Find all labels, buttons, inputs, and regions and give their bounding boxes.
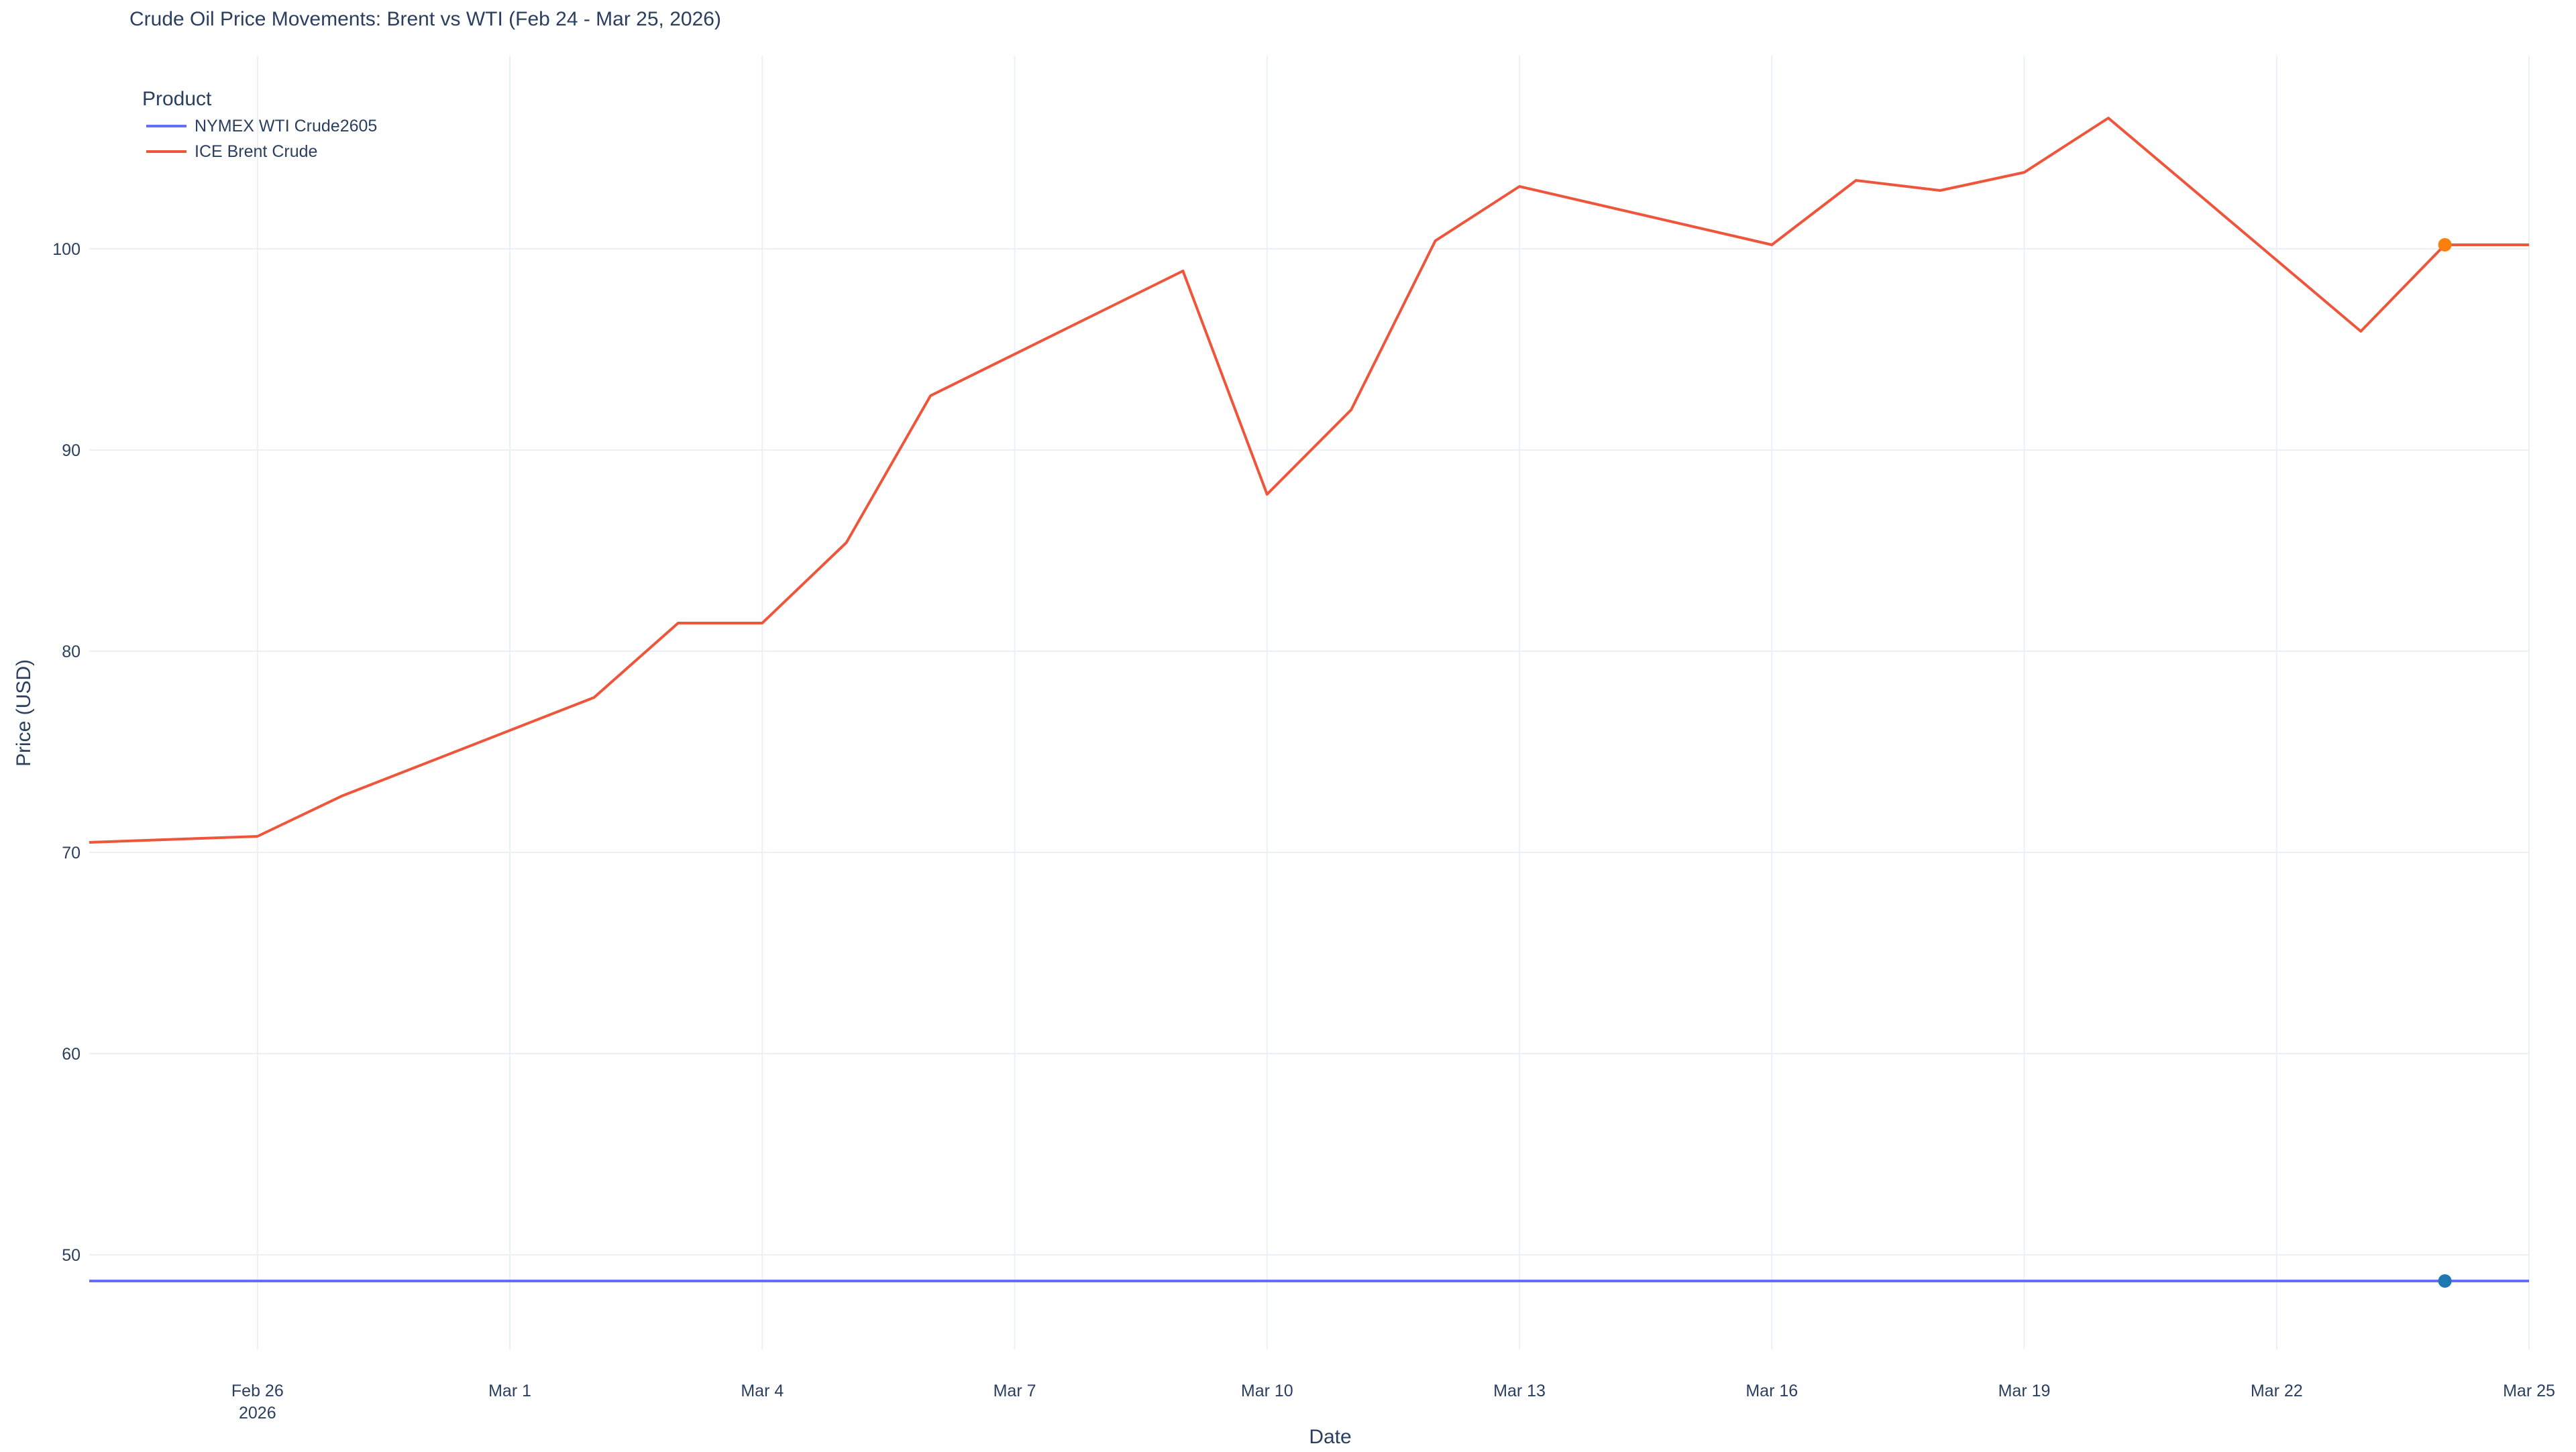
series-markers	[2438, 238, 2452, 1288]
series-marker-1	[2438, 238, 2452, 252]
x-tick-label: Mar 10	[1241, 1382, 1293, 1400]
series-marker-0	[2438, 1274, 2452, 1288]
x-tick-label: Mar 25	[2503, 1382, 2555, 1400]
x-tick-label: Mar 1	[488, 1382, 531, 1400]
legend-item-brent[interactable]: ICE Brent Crude	[146, 142, 317, 161]
chart-title: Crude Oil Price Movements: Brent vs WTI …	[129, 8, 721, 30]
y-tick-label: 90	[62, 441, 80, 460]
y-tick-label: 80	[62, 643, 80, 661]
x-axis-title: Date	[1309, 1426, 1351, 1448]
x-tick-sublabel: 2026	[239, 1404, 276, 1422]
legend-label-brent: ICE Brent Crude	[195, 142, 317, 161]
legend-item-wti[interactable]: NYMEX WTI Crude2605	[146, 117, 377, 135]
y-axis-title: Price (USD)	[13, 659, 35, 767]
y-axis-ticks: 50 60 70 80 90 100	[52, 240, 80, 1265]
legend-title: Product	[142, 88, 212, 110]
y-tick-label: 100	[52, 240, 80, 259]
x-tick-label: Mar 22	[2251, 1382, 2303, 1400]
legend: Product NYMEX WTI Crude2605 ICE Brent Cr…	[142, 88, 377, 161]
x-tick-label: Feb 26	[231, 1382, 284, 1400]
y-tick-label: 70	[62, 844, 80, 862]
x-tick-label: Mar 16	[1746, 1382, 1798, 1400]
x-tick-label: Mar 19	[1998, 1382, 2051, 1400]
legend-label-wti: NYMEX WTI Crude2605	[195, 117, 377, 135]
y-tick-label: 60	[62, 1045, 80, 1064]
x-tick-label: Mar 13	[1493, 1382, 1546, 1400]
x-tick-label: Mar 4	[741, 1382, 784, 1400]
series-line-1	[89, 117, 2529, 844]
series-lines	[89, 117, 2529, 1282]
y-tick-label: 50	[62, 1246, 80, 1265]
grid-lines	[89, 56, 2530, 1349]
x-tick-label: Mar 7	[994, 1382, 1036, 1400]
x-axis-ticks: Feb 26 2026 Mar 1 Mar 4 Mar 7 Mar 10 Mar 13 Mar…	[231, 1382, 2555, 1422]
